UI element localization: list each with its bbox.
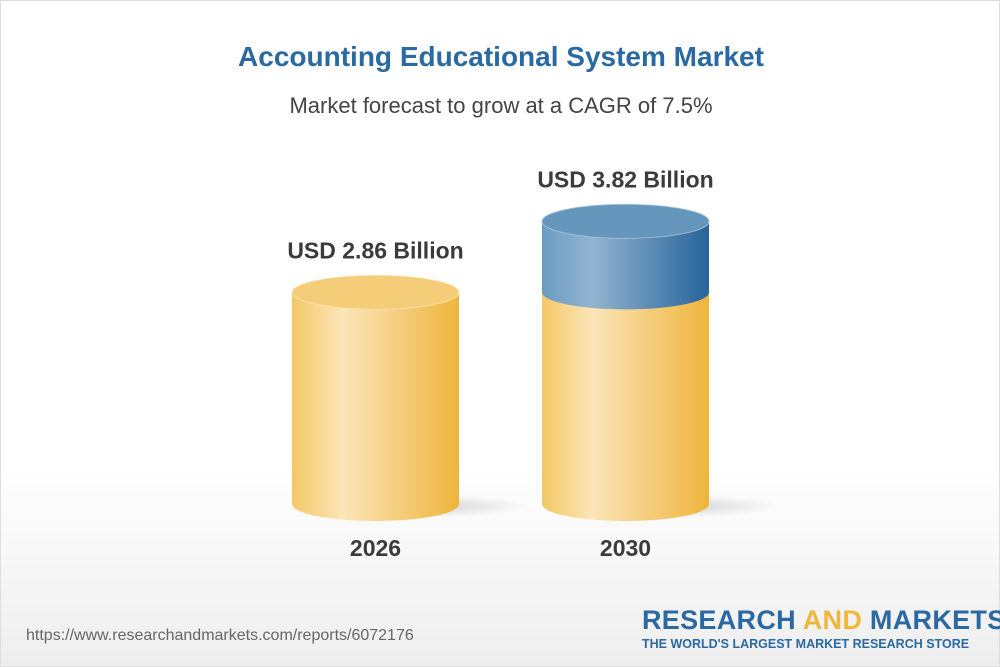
cylinder-body-base [292, 292, 459, 521]
category-label: 2030 [600, 535, 651, 561]
category-label: 2026 [350, 535, 401, 561]
cylinder-top-base [291, 274, 460, 310]
research-and-markets-logo: RESEARCH AND MARKETS THE WORLD'S LARGEST… [642, 605, 1000, 651]
cylinder-top-growth [541, 203, 710, 239]
cylinder-chart: USD 2.86 Billion 2026 USD 3.82 Billion 2030 [287, 166, 779, 561]
data-label: USD 3.82 Billion [537, 166, 713, 192]
chart-title: Accounting Educational System Market [238, 41, 764, 72]
cylinder-body-base [542, 292, 709, 521]
logo-tagline: THE WORLD'S LARGEST MARKET RESEARCH STOR… [642, 637, 970, 651]
source-url[interactable]: https://www.researchandmarkets.com/repor… [26, 627, 414, 644]
cylinder-body-growth [542, 221, 709, 310]
chart-subtitle: Market forecast to grow at a CAGR of 7.5… [289, 93, 713, 118]
data-label: USD 2.86 Billion [287, 237, 463, 263]
